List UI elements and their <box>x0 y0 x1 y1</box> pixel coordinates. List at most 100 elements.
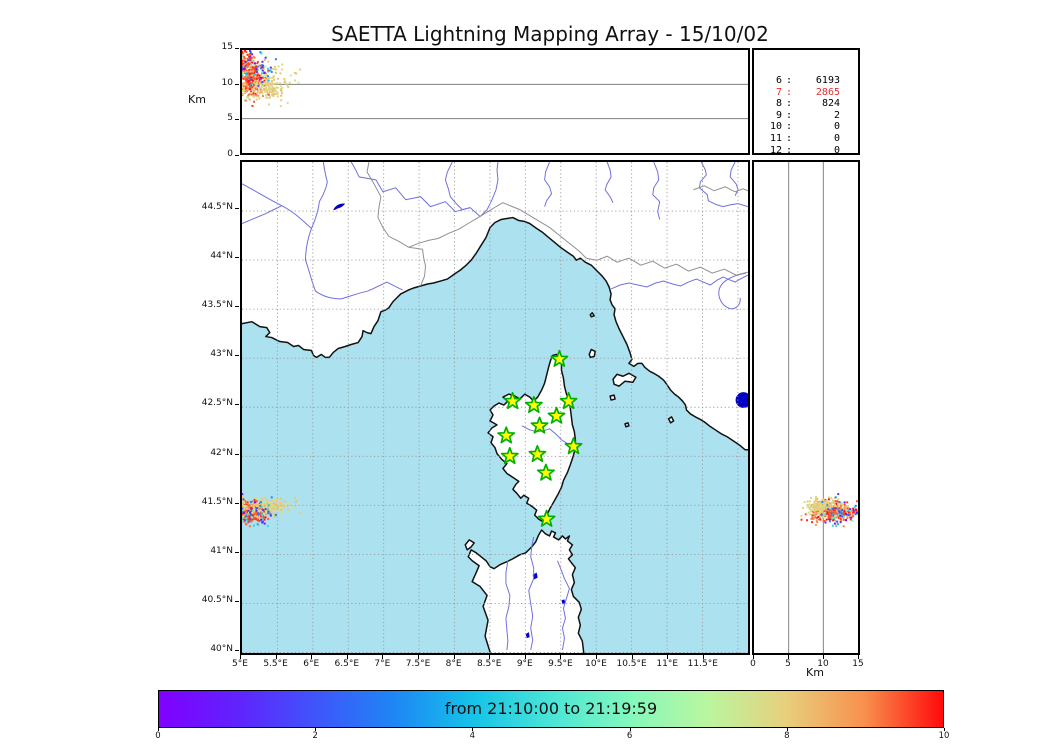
top-altitude-tickmark <box>235 119 239 121</box>
lon-tick-label: 8.5°E <box>476 659 502 669</box>
station-count-row: 10:0 <box>769 121 840 133</box>
right-altitude-tick-label: 15 <box>852 659 864 669</box>
station-star-icon <box>547 406 566 424</box>
map-plot <box>242 162 748 653</box>
right-altitude-tick-label: 10 <box>817 659 829 669</box>
lake-sardinia-3 <box>561 599 566 605</box>
station-star-icon <box>497 426 516 444</box>
lon-tick-label: 9°E <box>516 659 533 669</box>
lon-tick-label: 7°E <box>374 659 391 669</box>
station-count-row: 7:2865 <box>775 86 840 98</box>
lat-tick-label: 40°N <box>210 643 233 654</box>
altitude-longitude-panel <box>240 48 750 155</box>
lon-tick-label: 8°E <box>445 659 462 669</box>
lat-tickmark <box>235 600 239 602</box>
colorbar-tick-label: 2 <box>312 731 318 741</box>
sardinia-coast <box>467 529 585 653</box>
map-panel <box>240 160 750 655</box>
station-star-icon <box>536 463 555 481</box>
altitude-latitude-panel <box>752 160 860 655</box>
latlon-gridlines <box>242 162 748 653</box>
station-counts-panel: 6:6193 7:2865 8:824 9:2 10:0 11:0 12:0 <box>752 48 860 156</box>
lon-tickmark <box>240 655 241 659</box>
altitude-latitude-plot <box>788 162 858 653</box>
lon-tick-label: 11°E <box>656 659 679 669</box>
lat-tick-label: 41°N <box>210 545 233 556</box>
lon-tick-label: 9.5°E <box>548 659 573 669</box>
lat-tick-label: 40.5°N <box>201 594 233 605</box>
lon-tickmark <box>702 655 704 659</box>
figure-title: SAETTA Lightning Mapping Array - 15/10/0… <box>331 22 769 46</box>
island-pianosa <box>609 394 616 401</box>
rivers <box>242 162 748 651</box>
colorbar-tick-label: 0 <box>155 731 161 741</box>
lat-tickmark <box>235 306 239 308</box>
altitude-longitude-plot <box>242 50 748 120</box>
lon-tickmark <box>418 655 419 659</box>
island-elba <box>612 372 637 387</box>
lon-tick-label: 5°E <box>232 659 248 669</box>
lon-tick-label: 6.5°E <box>334 659 360 669</box>
time-colorbar: from 21:10:00 to 21:19:59 <box>158 690 944 728</box>
lat-tick-label: 43.5°N <box>201 300 233 311</box>
station-count-row: 12:0 <box>769 144 840 156</box>
lat-tick-label: 42°N <box>210 447 233 458</box>
colorbar-label: from 21:10:00 to 21:19:59 <box>444 699 658 718</box>
island-gorgona <box>589 312 595 318</box>
station-star-icon <box>503 391 522 410</box>
lon-tickmark <box>275 655 277 659</box>
lon-tickmark <box>560 655 562 659</box>
lon-tickmark <box>311 655 313 659</box>
right-altitude-tickmark <box>823 655 824 659</box>
top-altitude-tickmark <box>235 47 239 49</box>
lat-tick-label: 41.5°N <box>201 496 233 507</box>
landmasses <box>242 162 748 653</box>
colorbar-tickmark <box>158 728 159 731</box>
lon-tickmark <box>489 655 491 659</box>
station-star-icon <box>524 395 543 414</box>
top-altitude-tick-label: 10 <box>221 77 233 88</box>
right-altitude-tick-label: 0 <box>750 659 756 669</box>
station-star-icon <box>528 444 547 463</box>
island-giglio <box>667 416 675 424</box>
km-axis-label-top: Km <box>188 93 206 106</box>
top-altitude-tick-label: 5 <box>227 113 233 124</box>
colorbar-tickmark <box>786 728 788 731</box>
station-star-icon <box>564 437 583 455</box>
top-altitude-tickmark <box>235 83 239 85</box>
lat-tickmark <box>235 453 239 455</box>
corsica-coast <box>487 353 577 523</box>
lon-tick-label: 10.5°E <box>616 659 647 669</box>
island-capraia <box>588 348 596 359</box>
colorbar-tickmark <box>315 728 317 731</box>
lon-tick-label: 7.5°E <box>405 659 431 669</box>
colorbar-tick-label: 10 <box>938 731 950 741</box>
station-star-icon <box>559 391 578 410</box>
colorbar-tick-label: 4 <box>469 731 476 741</box>
station-count-row: 11:0 <box>769 132 840 144</box>
right-altitude-tick-label: 5 <box>785 659 791 669</box>
lake-serre-poncon <box>333 203 346 210</box>
lat-tick-label: 43°N <box>210 349 233 360</box>
lat-tickmark <box>235 649 239 651</box>
lightning-scatter-map <box>242 493 302 528</box>
island-montecristo <box>624 422 630 428</box>
station-star-icon <box>550 349 569 367</box>
top-altitude-tickmark <box>235 155 239 156</box>
lat-tickmark <box>235 208 239 209</box>
right-altitude-tickmark <box>788 655 789 659</box>
lake-sardinia-2 <box>525 632 530 639</box>
top-altitude-tick-label: 0 <box>227 149 233 159</box>
station-stars <box>497 349 583 527</box>
lon-tick-label: 5.5°E <box>263 659 288 669</box>
lon-tickmark <box>667 655 669 659</box>
country-borders <box>366 162 748 287</box>
station-count-row: 6:6193 <box>775 75 840 86</box>
lat-tick-label: 42.5°N <box>201 398 233 409</box>
lat-tickmark <box>235 355 239 357</box>
lightning-scatter-right <box>800 493 858 528</box>
lat-tick-label: 44.5°N <box>201 202 233 212</box>
lon-tickmark <box>631 655 633 659</box>
lon-tick-label: 11.5°E <box>687 659 718 669</box>
lon-tickmark <box>382 655 384 659</box>
